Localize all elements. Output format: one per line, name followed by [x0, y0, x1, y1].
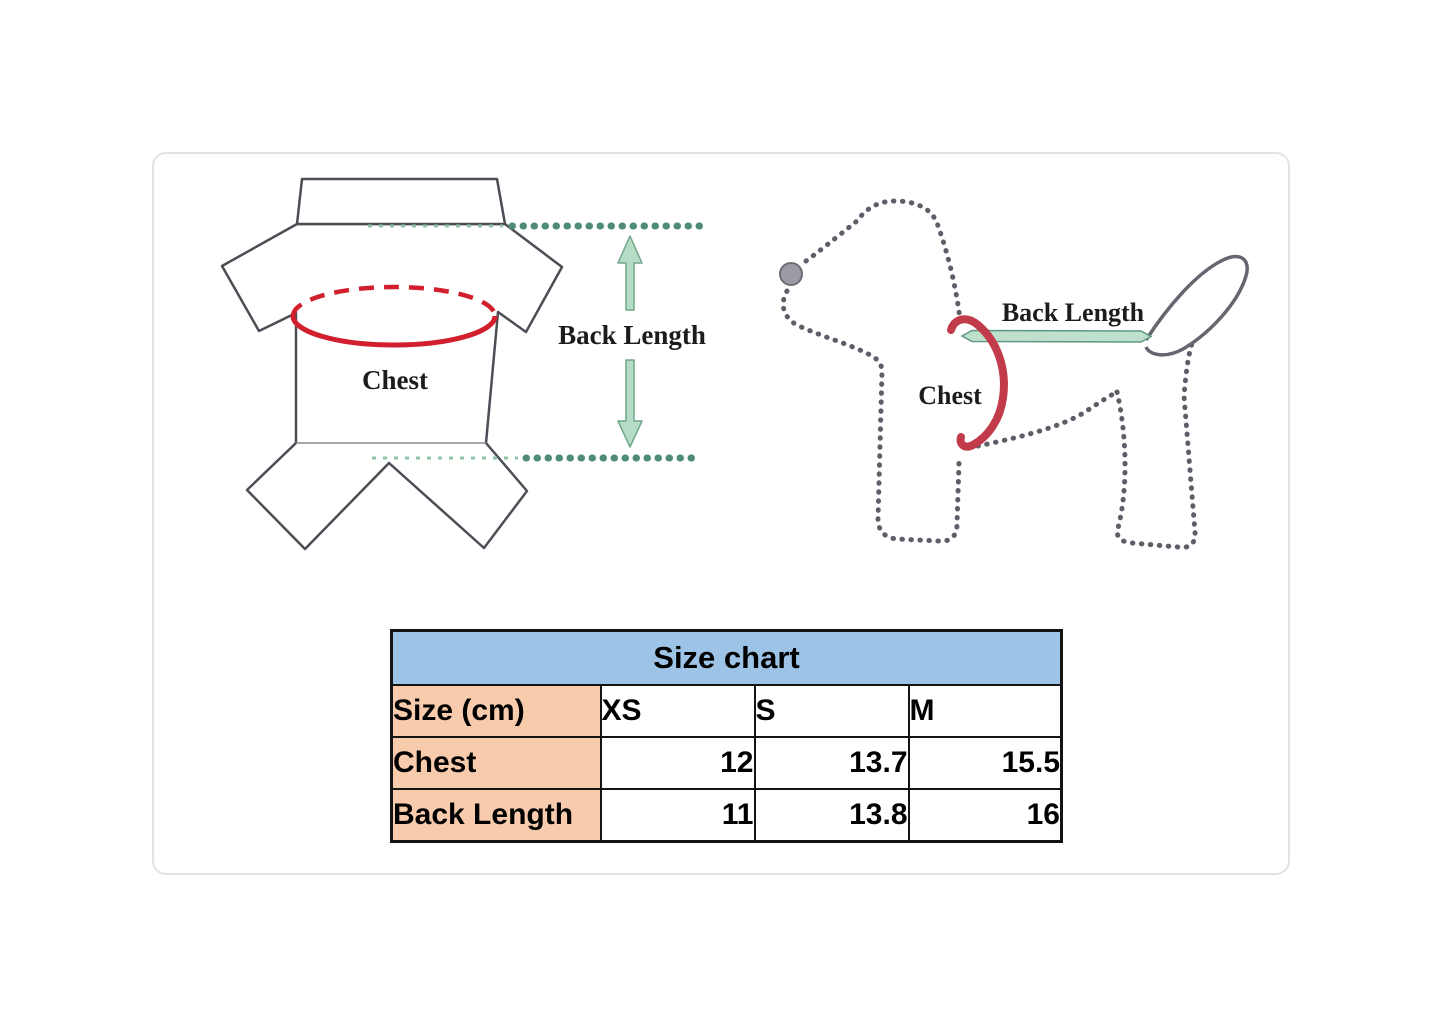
chest-m-value: 15.5 [907, 736, 1063, 790]
chest-s-value: 13.7 [753, 736, 910, 790]
dog-outline-head [803, 198, 963, 322]
size-m-header: M [907, 684, 1063, 738]
garment-body-outline [220, 222, 564, 551]
back-length-s-value: 13.8 [753, 788, 910, 843]
table-header-row: Size (cm) XS S M [390, 684, 1063, 738]
dog-outline-front [780, 288, 962, 544]
back-length-arrow-down [617, 359, 643, 448]
garment-back-length-label: Back Length [558, 320, 706, 350]
dog-tail [1144, 254, 1249, 357]
back-length-m-value: 16 [907, 788, 1063, 843]
garment-diagram: Chest Back Length [220, 177, 706, 551]
dog-back-length-label: Back Length [1002, 298, 1145, 327]
dog-outline-belly [975, 389, 1120, 449]
dog-outline-hindleg [1114, 335, 1198, 550]
chest-ellipse-dashed-top [290, 284, 498, 317]
dog-chest-label: Chest [918, 381, 982, 410]
back-length-row-label: Back Length [390, 788, 602, 843]
garment-chest-label: Chest [362, 365, 428, 395]
dog-nose [779, 262, 803, 286]
table-row-back-length: Back Length 11 13.8 16 [390, 788, 1063, 843]
chest-ellipse-solid-bottom [290, 315, 498, 348]
dog-diagram [780, 198, 1198, 550]
dog-chest-curve [947, 315, 1008, 451]
table-title-row: Size chart [390, 629, 1063, 686]
measurement-diagrams: Chest Back Length Back Length Chest [220, 177, 1249, 551]
size-unit-cell: Size (cm) [390, 684, 602, 738]
size-chart-title: Size chart [390, 629, 1063, 686]
size-s-header: S [753, 684, 910, 738]
chest-xs-value: 12 [599, 736, 756, 790]
garment-collar [295, 177, 507, 226]
size-xs-header: XS [599, 684, 756, 738]
back-length-arrow-up [617, 235, 643, 311]
size-chart-table: Size chart Size (cm) XS S M Chest 12 13.… [390, 629, 1063, 843]
chest-row-label: Chest [390, 736, 602, 790]
dog-back-length-bar [960, 329, 1153, 343]
table-row-chest: Chest 12 13.7 15.5 [390, 736, 1063, 790]
back-length-xs-value: 11 [599, 788, 756, 843]
